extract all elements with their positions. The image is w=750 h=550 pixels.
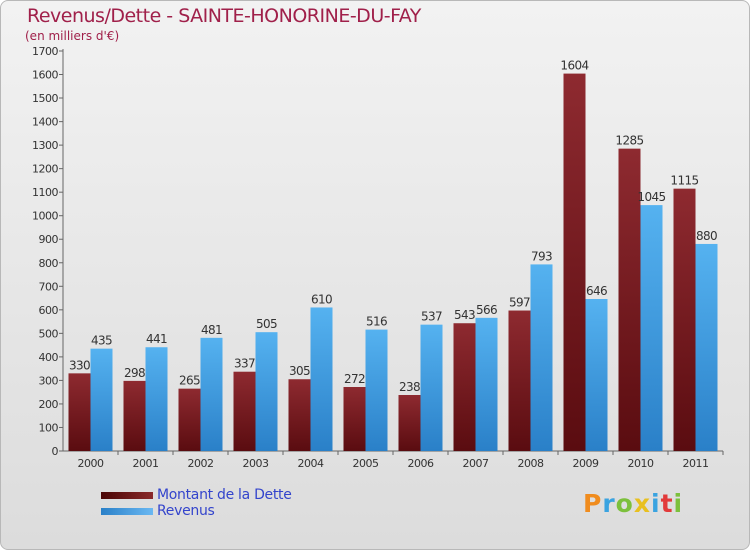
data-label-debt: 337 — [234, 357, 255, 371]
data-label-debt: 238 — [399, 380, 420, 394]
data-label-revenue: 435 — [91, 334, 112, 348]
bar-debt — [398, 395, 421, 451]
bar-revenue — [255, 332, 278, 451]
y-tick-label: 1400 — [32, 116, 58, 129]
data-label-revenue: 441 — [146, 332, 167, 346]
data-label-revenue: 481 — [201, 323, 222, 337]
data-label-revenue: 505 — [256, 317, 277, 331]
legend-swatch-debt — [101, 492, 153, 499]
data-label-debt: 1115 — [670, 174, 698, 188]
x-tick-label: 2006 — [408, 457, 434, 470]
chart-subtitle: (en milliers d'€) — [25, 29, 120, 43]
data-label-revenue: 516 — [366, 315, 387, 329]
y-tick-label: 700 — [39, 280, 59, 293]
bar-revenue — [530, 264, 553, 451]
data-label-debt: 305 — [289, 364, 310, 378]
data-label-debt: 1604 — [560, 59, 588, 73]
bar-revenue — [420, 324, 443, 451]
data-label-debt: 330 — [69, 358, 90, 372]
y-tick-label: 900 — [39, 233, 59, 246]
data-label-revenue: 793 — [531, 249, 552, 263]
y-tick-label: 800 — [39, 257, 59, 270]
x-tick-label: 2000 — [78, 457, 104, 470]
bar-debt — [673, 188, 696, 451]
bar-revenue — [640, 205, 663, 451]
bar-debt — [343, 387, 366, 451]
x-tick-label: 2005 — [353, 457, 379, 470]
data-label-revenue: 646 — [586, 284, 607, 298]
bar-debt — [233, 371, 256, 451]
proxiti-logo: Proxiti — [583, 489, 684, 518]
data-label-debt: 298 — [124, 366, 145, 380]
y-tick-label: 1100 — [32, 186, 58, 199]
x-tick-label: 2001 — [133, 457, 159, 470]
bar-revenue — [475, 317, 498, 451]
y-tick-label: 400 — [39, 351, 59, 364]
bar-revenue — [200, 337, 223, 451]
bar-debt — [453, 323, 476, 451]
y-tick-label: 500 — [39, 327, 59, 340]
data-label-revenue: 566 — [476, 303, 497, 317]
y-tick-label: 1200 — [32, 163, 58, 176]
y-tick-label: 1700 — [32, 45, 58, 58]
x-tick-label: 2004 — [298, 457, 324, 470]
bar-debt — [618, 148, 641, 451]
bar-revenue — [310, 307, 333, 451]
x-tick-label: 2009 — [573, 457, 599, 470]
bar-revenue — [90, 348, 113, 451]
bar-revenue — [585, 299, 608, 451]
bar-revenue — [365, 329, 388, 451]
data-label-debt: 543 — [454, 308, 475, 322]
x-tick-label: 2008 — [518, 457, 544, 470]
y-tick-label: 200 — [39, 398, 59, 411]
y-tick-label: 1300 — [32, 139, 58, 152]
bar-debt — [123, 380, 146, 451]
y-tick-label: 100 — [39, 421, 59, 434]
bar-debt — [68, 373, 91, 451]
x-tick-label: 2002 — [188, 457, 214, 470]
data-label-debt: 265 — [179, 374, 200, 388]
bar-debt — [563, 73, 586, 452]
y-tick-label: 1600 — [32, 69, 58, 82]
bar-revenue — [145, 347, 168, 451]
bar-revenue — [695, 243, 718, 451]
data-label-debt: 272 — [344, 372, 365, 386]
data-label-revenue: 537 — [421, 310, 442, 324]
data-label-revenue: 1045 — [637, 190, 665, 204]
y-tick-label: 300 — [39, 374, 59, 387]
bar-debt — [508, 310, 531, 451]
x-tick-label: 2007 — [463, 457, 489, 470]
x-tick-label: 2011 — [683, 457, 709, 470]
data-label-revenue: 610 — [311, 292, 332, 306]
x-tick-label: 2003 — [243, 457, 269, 470]
data-label-revenue: 880 — [696, 229, 717, 243]
legend-label-revenue: Revenus — [157, 503, 215, 519]
y-tick-label: 0 — [52, 445, 59, 458]
bar-debt — [178, 388, 201, 451]
y-tick-label: 600 — [39, 304, 59, 317]
x-tick-label: 2010 — [628, 457, 654, 470]
data-label-debt: 597 — [509, 296, 530, 310]
legend-swatch-revenue — [101, 508, 153, 515]
legend-label-debt: Montant de la Dette — [157, 487, 292, 503]
data-label-debt: 1285 — [615, 134, 643, 148]
bar-debt — [288, 379, 311, 451]
y-tick-label: 1000 — [32, 210, 58, 223]
y-tick-label: 1500 — [32, 92, 58, 105]
chart-title: Revenus/Dette - SAINTE-HONORINE-DU-FAY — [27, 5, 421, 27]
